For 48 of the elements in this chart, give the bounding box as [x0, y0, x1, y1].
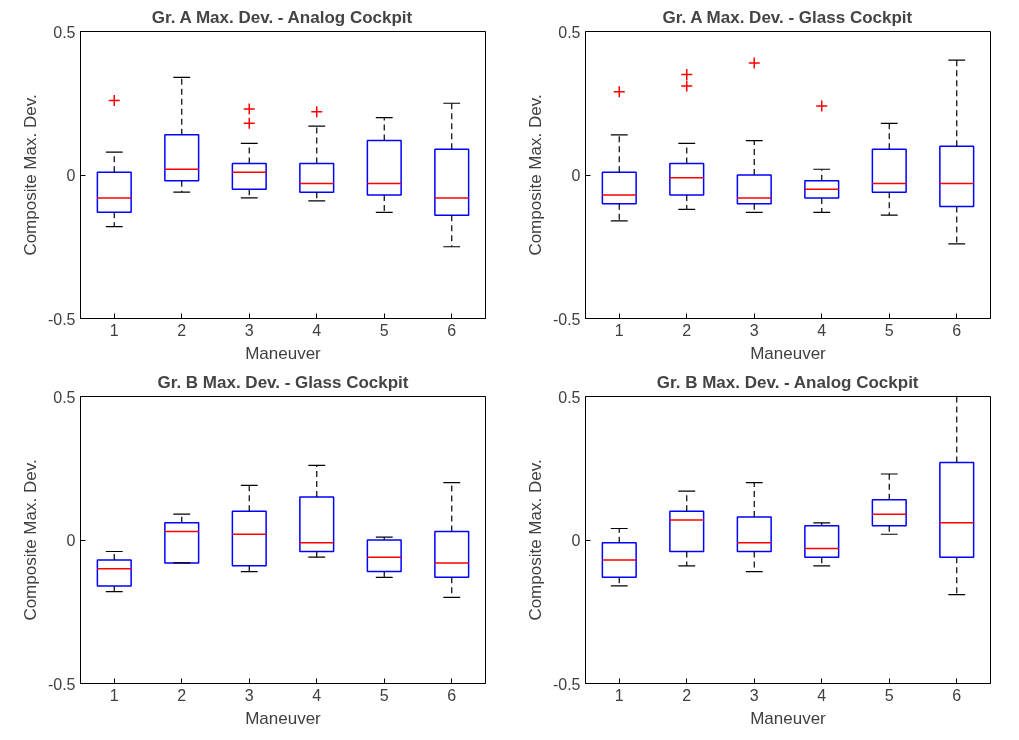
y-axis-title: Composite Max. Dev. — [525, 459, 545, 621]
x-tick-label: 4 — [312, 321, 322, 339]
chart-title: Gr. A Max. Dev. - Analog Cockpit — [151, 7, 413, 27]
y-tick-label: 0.5 — [558, 23, 581, 41]
x-tick-label: 2 — [682, 686, 692, 704]
x-axis-title: Maneuver — [245, 343, 322, 363]
y-tick-label: 0 — [66, 532, 76, 549]
chart-title: Gr. B Max. Dev. - Analog Cockpit — [656, 372, 919, 392]
x-tick-label: 2 — [682, 321, 692, 339]
x-tick-label: 5 — [884, 686, 894, 704]
y-tick-label: -0.5 — [47, 310, 76, 328]
x-tick-label: 1 — [109, 321, 119, 339]
x-axis-title: Maneuver — [750, 343, 827, 363]
x-tick-label: 2 — [177, 321, 187, 339]
y-axis-title: Composite Max. Dev. — [20, 459, 40, 621]
y-tick-label: -0.5 — [552, 310, 581, 328]
x-tick-label: 5 — [379, 686, 389, 704]
y-tick-label: -0.5 — [47, 675, 76, 693]
x-tick-label: 6 — [447, 321, 457, 339]
x-tick-label: 4 — [312, 686, 322, 704]
x-tick-label: 6 — [952, 686, 962, 704]
x-tick-label: 1 — [614, 321, 624, 339]
x-tick-label: 3 — [749, 321, 759, 339]
chart-title: Gr. A Max. Dev. - Glass Cockpit — [662, 7, 913, 27]
x-tick-label: 5 — [379, 321, 389, 339]
y-tick-label: 0.5 — [558, 388, 581, 406]
x-tick-label: 2 — [177, 686, 187, 704]
x-axis-title: Maneuver — [750, 708, 827, 728]
x-tick-label: 3 — [749, 686, 759, 704]
x-tick-label: 1 — [614, 686, 624, 704]
x-tick-label: 3 — [244, 321, 254, 339]
y-tick-label: 0 — [66, 167, 76, 184]
y-axis-title: Composite Max. Dev. — [20, 94, 40, 256]
x-tick-label: 4 — [817, 321, 827, 339]
x-tick-label: 1 — [109, 686, 119, 704]
x-tick-label: 5 — [884, 321, 894, 339]
x-tick-label: 6 — [447, 686, 457, 704]
x-tick-label: 6 — [952, 321, 962, 339]
x-tick-label: 4 — [817, 686, 827, 704]
x-axis-title: Maneuver — [245, 708, 322, 728]
y-tick-label: 0.5 — [53, 23, 76, 41]
y-tick-label: 0 — [571, 167, 581, 184]
y-tick-label: 0.5 — [53, 388, 76, 406]
x-tick-label: 3 — [244, 686, 254, 704]
chart-title: Gr. B Max. Dev. - Glass Cockpit — [157, 372, 409, 392]
y-tick-label: -0.5 — [552, 675, 581, 693]
y-axis-title: Composite Max. Dev. — [525, 94, 545, 256]
y-tick-label: 0 — [571, 532, 581, 549]
